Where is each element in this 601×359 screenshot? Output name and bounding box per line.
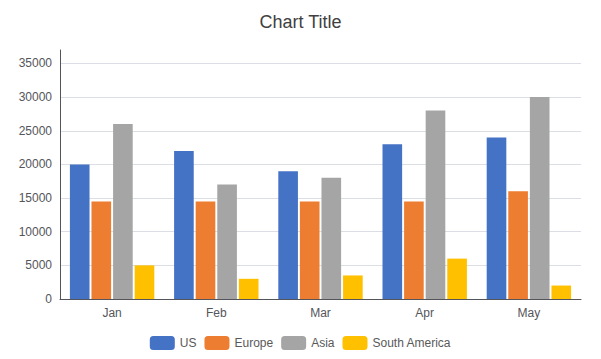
svg-text:Asia: Asia [311, 336, 335, 350]
svg-text:35000: 35000 [19, 56, 53, 70]
svg-text:Apr: Apr [415, 306, 434, 320]
svg-text:15000: 15000 [19, 191, 53, 205]
svg-text:5000: 5000 [25, 258, 52, 272]
svg-text:30000: 30000 [19, 90, 53, 104]
svg-text:Europe: Europe [234, 336, 273, 350]
svg-text:US: US [180, 336, 197, 350]
svg-text:Mar: Mar [310, 306, 331, 320]
svg-text:Chart Title: Chart Title [259, 12, 341, 32]
svg-text:20000: 20000 [19, 157, 53, 171]
svg-text:Feb: Feb [206, 306, 227, 320]
svg-text:0: 0 [45, 292, 52, 306]
svg-text:Jan: Jan [102, 306, 121, 320]
svg-text:May: May [518, 306, 541, 320]
svg-text:10000: 10000 [19, 225, 53, 239]
svg-text:South America: South America [373, 336, 451, 350]
svg-text:25000: 25000 [19, 124, 53, 138]
